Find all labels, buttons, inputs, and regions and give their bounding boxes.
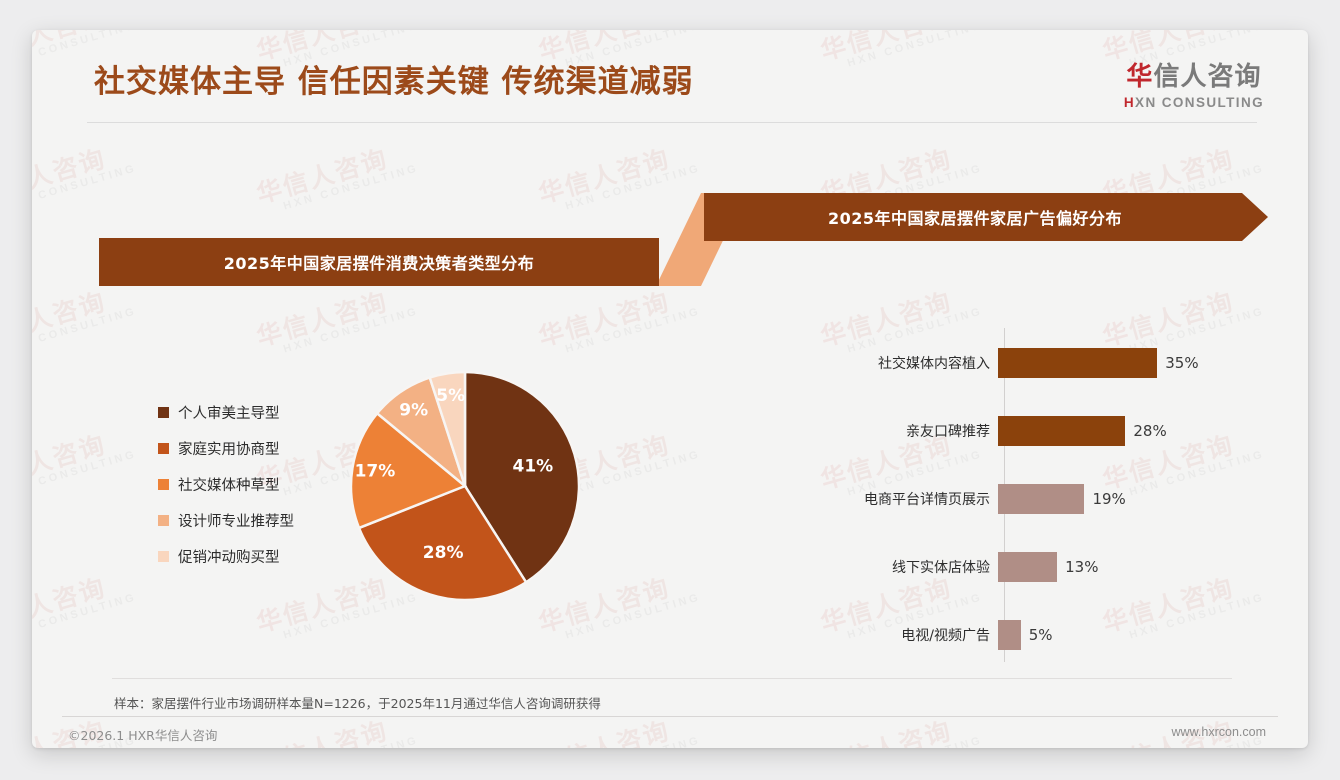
legend-swatch-icon <box>158 515 169 526</box>
pie-slice[interactable] <box>357 484 528 602</box>
banner-right-title: 2025年中国家居摆件家居广告偏好分布 <box>704 193 1268 241</box>
bar-chart-panel: 社交媒体内容植入 35% 亲友口碑推荐 28% 电商平台详情页展示 19% 线下实体店体验 1… <box>792 320 1262 670</box>
bar-category-label: 社交媒体内容植入 <box>878 356 990 372</box>
bar-track: 35% <box>998 348 1199 378</box>
bar-category-label: 电视/视频广告 <box>901 628 990 644</box>
pie-slice[interactable] <box>349 411 468 530</box>
bar-fill[interactable] <box>998 348 1158 378</box>
bar-track: 13% <box>998 552 1098 582</box>
section-banners: 2025年中国家居摆件消费决策者类型分布 2025年中国家居摆件家居广告偏好分布 <box>32 30 1308 748</box>
bar-chart-row[interactable]: 电商平台详情页展示 19% <box>792 484 1262 514</box>
pie-slice[interactable] <box>428 370 467 487</box>
pie-chart-panel: 个人审美主导型 家庭实用协商型 社交媒体种草型 设计师专业推荐型 促销冲动购买型 41%… <box>92 320 652 660</box>
legend-swatch-icon <box>158 443 169 454</box>
bar-fill[interactable] <box>998 484 1085 514</box>
pie-chart: 41% 28% 17% 9% 5% <box>347 368 583 604</box>
pie-slice-label: 9% <box>399 401 428 421</box>
bar-track: 28% <box>998 416 1167 446</box>
bar-fill[interactable] <box>998 416 1126 446</box>
pie-legend: 个人审美主导型 家庭实用协商型 社交媒体种草型 设计师专业推荐型 促销冲动购买型 <box>158 402 294 582</box>
logo-english-text: HXN CONSULTING <box>1124 95 1264 110</box>
pie-legend-item[interactable]: 促销冲动购买型 <box>158 546 294 567</box>
pie-legend-label: 个人审美主导型 <box>178 406 280 422</box>
slide-header: 社交媒体主导 信任因素关键 传统渠道减弱 华信人咨询 HXN CONSULTIN… <box>32 30 1308 123</box>
logo-en-rest: XN CONSULTING <box>1135 95 1264 110</box>
logo-accent-char: 华 <box>1126 62 1154 92</box>
bar-value-label: 5% <box>1028 626 1053 644</box>
pie-slice-label: 41% <box>513 456 554 476</box>
bar-chart-row[interactable]: 亲友口碑推荐 28% <box>792 416 1262 446</box>
banner-left-title: 2025年中国家居摆件消费决策者类型分布 <box>99 238 659 286</box>
pie-slice-label: 28% <box>423 543 464 563</box>
slide-footer: ©2026.1 HXR华信人咨询 www.hxrcon.com <box>32 717 1308 748</box>
pie-chart-svg: 41% 28% 17% 9% 5% <box>349 370 581 602</box>
pie-legend-item[interactable]: 个人审美主导型 <box>158 402 294 423</box>
pie-legend-label: 促销冲动购买型 <box>178 550 280 566</box>
legend-swatch-icon <box>158 479 169 490</box>
pie-legend-item[interactable]: 设计师专业推荐型 <box>158 510 294 531</box>
pie-slice-label: 5% <box>436 386 465 406</box>
footer-url: www.hxrcon.com <box>1171 725 1266 739</box>
bar-track: 19% <box>998 484 1126 514</box>
legend-swatch-icon <box>158 407 169 418</box>
title-divider <box>87 122 1257 123</box>
bar-value-label: 13% <box>1065 558 1099 576</box>
footnote-divider <box>112 678 1232 679</box>
bar-chart-row[interactable]: 电视/视频广告 5% <box>792 620 1262 650</box>
pie-legend-item[interactable]: 社交媒体种草型 <box>158 474 294 495</box>
bar-fill[interactable] <box>998 620 1021 650</box>
sample-footnote: 样本：家居摆件行业市场调研样本量N=1226，于2025年11月通过华信人咨询调… <box>114 696 601 711</box>
legend-swatch-icon <box>158 551 169 562</box>
logo-chinese-text: 华信人咨询 <box>1124 56 1264 93</box>
slide-canvas: 华信人咨询 HXN CONSULTING 华信人咨询 HXN CONSULTING华信… <box>32 30 1308 748</box>
footer-divider <box>62 716 1278 717</box>
logo-en-accent: H <box>1123 95 1136 110</box>
bar-category-label: 亲友口碑推荐 <box>906 424 990 440</box>
bar-value-label: 35% <box>1165 354 1199 372</box>
bar-category-label: 电商平台详情页展示 <box>864 492 990 508</box>
bar-chart-row[interactable]: 社交媒体内容植入 35% <box>792 348 1262 378</box>
pie-slice-label: 17% <box>355 462 396 482</box>
company-logo: 华信人咨询 HXN CONSULTING <box>1124 56 1264 110</box>
pie-legend-label: 社交媒体种草型 <box>178 478 280 494</box>
bar-fill[interactable] <box>998 552 1058 582</box>
bar-chart-row[interactable]: 线下实体店体验 13% <box>792 552 1262 582</box>
footer-copyright: ©2026.1 HXR华信人咨询 <box>68 728 218 743</box>
pie-legend-label: 设计师专业推荐型 <box>178 514 294 530</box>
bar-category-label: 线下实体店体验 <box>892 560 990 576</box>
logo-rest-chars: 信人咨询 <box>1153 62 1262 92</box>
page-title: 社交媒体主导 信任因素关键 传统渠道减弱 <box>94 64 694 100</box>
pie-legend-label: 家庭实用协商型 <box>178 442 280 458</box>
bar-value-label: 19% <box>1092 490 1126 508</box>
bar-track: 5% <box>998 620 1053 650</box>
bar-value-label: 28% <box>1133 422 1167 440</box>
pie-legend-item[interactable]: 家庭实用协商型 <box>158 438 294 459</box>
